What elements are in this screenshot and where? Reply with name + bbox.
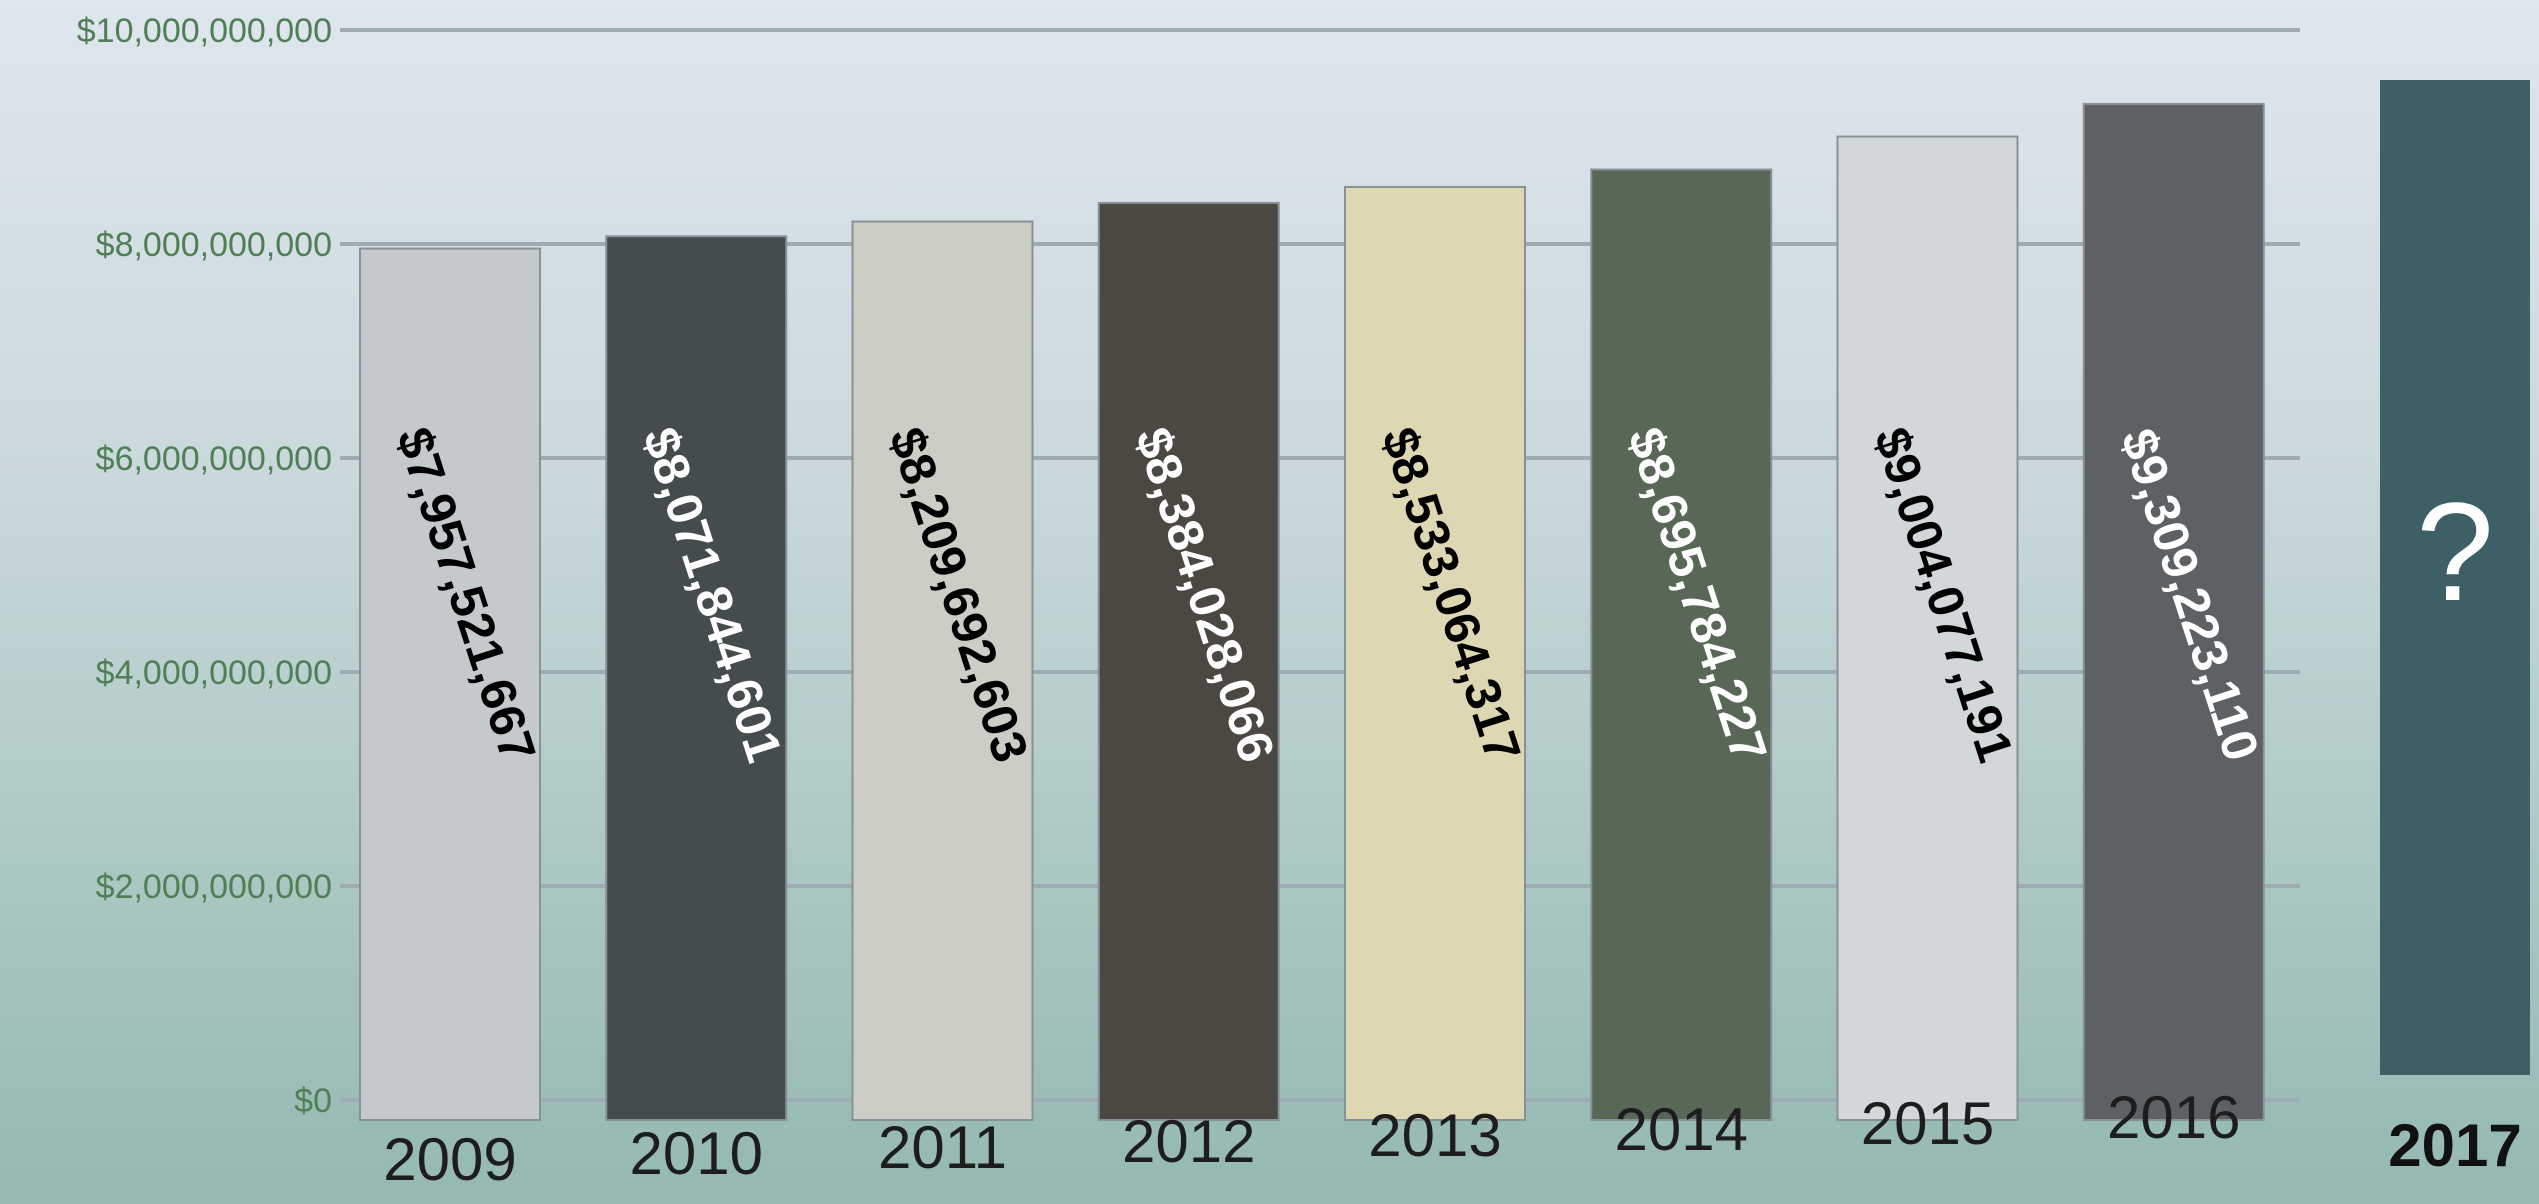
x-tick-label-2011: 2011	[878, 1114, 1007, 1181]
x-tick-label-2013: 2013	[1368, 1102, 1501, 1169]
bar-2010	[605, 235, 788, 1121]
bar-2013	[1344, 185, 1526, 1122]
bar-2011	[851, 220, 1034, 1122]
bar-2012	[1097, 201, 1280, 1121]
bar-2016	[2082, 102, 2265, 1121]
x-tick-label-2015: 2015	[1861, 1090, 1994, 1157]
y-tick-label: $0	[294, 1082, 332, 1120]
bars	[359, 80, 2530, 1122]
y-tick-label: $2,000,000,000	[96, 868, 332, 906]
x-tick-label-2014: 2014	[1615, 1096, 1748, 1163]
x-tick-label-2012: 2012	[1122, 1108, 1255, 1175]
x-tick-label-2016: 2016	[2107, 1084, 2240, 1151]
y-tick-label: $8,000,000,000	[96, 226, 332, 264]
x-tick-label-2009: 2009	[383, 1126, 516, 1193]
bar-2009	[359, 247, 541, 1122]
bar-2014	[1590, 168, 1773, 1121]
y-axis: $0 $2,000,000,000 $4,000,000,000 $6,000,000…	[77, 12, 332, 1120]
y-tick-label: $10,000,000,000	[77, 12, 332, 50]
value-label-2017: ?	[2416, 473, 2494, 630]
bar-2015	[1836, 135, 2019, 1122]
x-tick-label-2017: 2017	[2388, 1112, 2521, 1179]
y-tick-label: $6,000,000,000	[96, 440, 332, 478]
y-tick-label: $4,000,000,000	[96, 654, 332, 692]
x-tick-label-2010: 2010	[630, 1120, 763, 1187]
bar-2017	[2380, 80, 2530, 1075]
x-axis: 2009 2010 2011 2012 2013 2014 2015 2016 2017	[383, 1084, 2521, 1193]
